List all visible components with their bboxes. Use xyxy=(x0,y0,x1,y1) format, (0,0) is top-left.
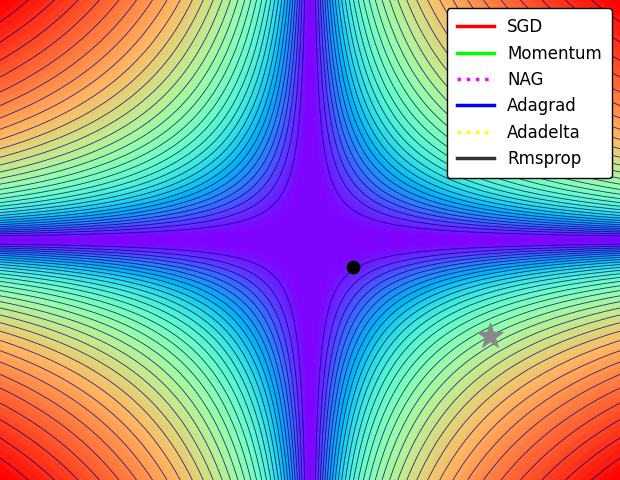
Point xyxy=(485,332,495,340)
Legend: SGD, Momentum, NAG, Adagrad, Adadelta, Rmsprop: SGD, Momentum, NAG, Adagrad, Adadelta, R… xyxy=(447,8,612,178)
Point xyxy=(348,264,358,271)
